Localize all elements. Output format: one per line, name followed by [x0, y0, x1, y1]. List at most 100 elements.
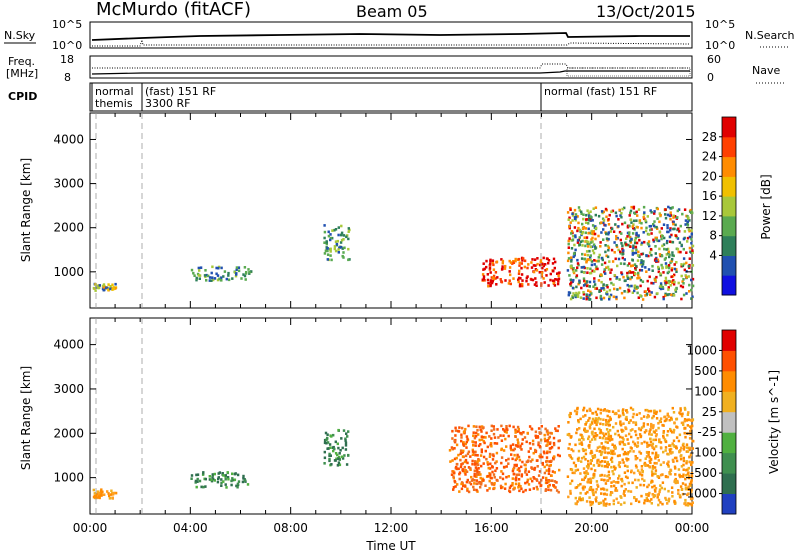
power-data-cell [652, 240, 656, 243]
velocity-data-cell [488, 475, 491, 478]
power-y-tick-label: 4000 [53, 132, 84, 146]
velocity-data-cell [528, 425, 532, 428]
power-data-cell [489, 284, 492, 288]
velocity-data-cell [586, 409, 589, 413]
power-data-cell [198, 277, 201, 280]
velocity-data-cell [686, 468, 689, 471]
velocity-data-cell [681, 492, 685, 496]
velocity-data-cell [651, 416, 654, 420]
velocity-data-cell [525, 473, 529, 476]
velocity-data-cell [623, 443, 627, 446]
power-colorbar-tick-label: 20 [702, 169, 717, 183]
power-data-cell [567, 293, 570, 297]
power-data-cell [688, 235, 692, 239]
velocity-data-cell [578, 427, 581, 430]
power-data-cell [245, 271, 248, 274]
velocity-data-cell [465, 440, 468, 444]
power-data-cell [583, 253, 587, 256]
velocity-data-cell [471, 453, 475, 456]
power-data-cell [340, 231, 344, 235]
velocity-data-cell [100, 488, 103, 491]
velocity-data-cell [325, 438, 328, 442]
velocity-data-cell [680, 454, 683, 457]
power-data-cell [508, 259, 511, 263]
power-data-cell [621, 247, 624, 251]
power-data-cell [644, 229, 648, 233]
velocity-data-cell [595, 480, 599, 483]
velocity-data-cell [337, 461, 341, 464]
power-data-cell [348, 228, 351, 232]
velocity-data-cell [329, 454, 332, 457]
velocity-data-cell [503, 487, 507, 490]
velocity-data-cell [653, 484, 656, 488]
power-data-cell [672, 216, 675, 219]
velocity-data-cell [683, 406, 687, 410]
power-data-cell [649, 209, 652, 212]
velocity-data-cell [517, 486, 520, 489]
power-data-cell [606, 255, 610, 259]
power-data-cell [520, 273, 524, 276]
power-data-cell [195, 276, 198, 280]
velocity-data-cell [101, 490, 104, 494]
velocity-data-cell [325, 441, 328, 445]
power-data-cell [526, 275, 529, 278]
velocity-data-cell [500, 486, 503, 490]
velocity-data-cell [550, 479, 553, 482]
power-data-cell [669, 217, 672, 221]
velocity-data-cell [486, 489, 489, 492]
power-data-cell [664, 262, 668, 265]
power-data-cell [572, 270, 575, 273]
power-data-cell [673, 273, 676, 277]
velocity-data-cell [588, 416, 591, 420]
velocity-data-cell [512, 466, 516, 470]
velocity-data-cell [464, 473, 467, 476]
power-data-cell [586, 271, 589, 274]
velocity-data-cell [646, 464, 650, 467]
power-data-cell [625, 243, 628, 246]
velocity-data-cell [576, 406, 579, 410]
velocity-data-cell [653, 461, 656, 465]
velocity-data-cell [511, 482, 514, 485]
power-data-cell [677, 281, 680, 285]
velocity-data-cell [465, 446, 468, 449]
power-data-cell [337, 251, 340, 254]
power-data-cell [603, 268, 607, 271]
power-data-cell [553, 266, 556, 270]
power-data-cell [639, 284, 642, 288]
velocity-data-cell [502, 428, 505, 431]
velocity-y-tick-label: 4000 [53, 338, 84, 352]
velocity-data-cell [672, 460, 675, 463]
velocity-data-cell [671, 491, 674, 494]
power-data-cell [512, 261, 516, 264]
velocity-data-cell [576, 500, 579, 503]
power-data-cell [567, 242, 570, 246]
power-data-cell [675, 270, 678, 273]
power-data-cell [683, 230, 687, 233]
velocity-data-cell [543, 433, 546, 437]
velocity-data-cell [654, 455, 657, 459]
velocity-data-cell [688, 455, 691, 459]
velocity-data-cell [602, 423, 605, 426]
power-colorbar-label: Power [dB] [759, 174, 773, 239]
power-data-cell [667, 205, 670, 209]
power-data-cell [489, 258, 492, 262]
velocity-data-cell [577, 449, 581, 453]
power-data-cell [606, 265, 610, 269]
velocity-data-cell [673, 479, 677, 482]
velocity-data-cell [680, 446, 683, 450]
power-data-cell [94, 282, 97, 286]
velocity-data-cell [670, 416, 673, 420]
velocity-data-cell [504, 482, 507, 486]
power-data-cell [594, 213, 597, 217]
power-data-cell [594, 225, 597, 228]
power-colorbar-tick-label: 24 [702, 150, 717, 164]
velocity-data-cell [648, 465, 652, 469]
power-data-cell [637, 208, 641, 211]
velocity-data-cell [546, 429, 549, 432]
power-data-cell [600, 297, 603, 301]
cpid-entry-normal-fast: normal (fast) 151 RF [544, 85, 657, 98]
power-data-cell [496, 276, 499, 279]
velocity-data-cell [603, 465, 607, 468]
velocity-data-cell [623, 471, 627, 474]
